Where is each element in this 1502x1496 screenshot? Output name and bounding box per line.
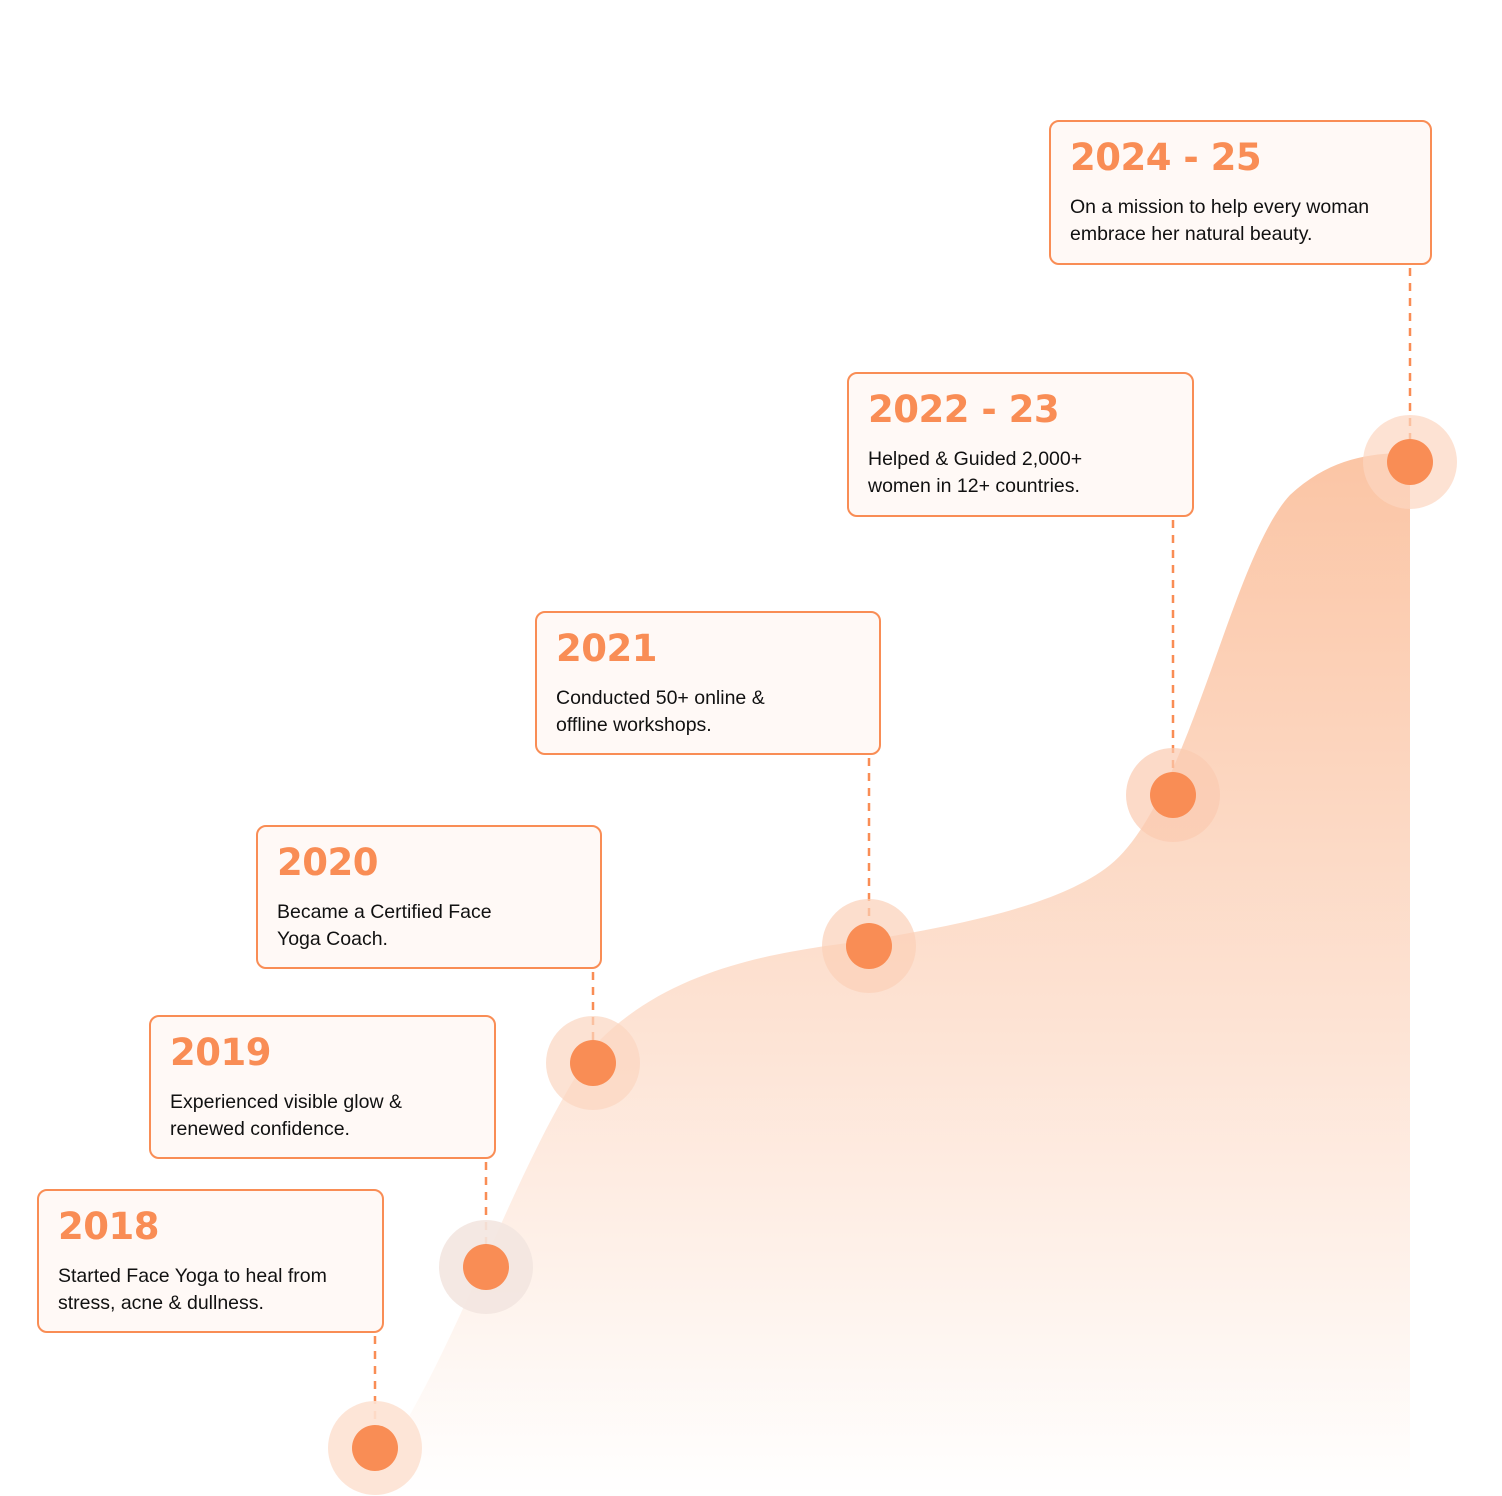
- milestone-text: Helped & Guided 2,000+ women in 12+ coun…: [868, 448, 1083, 497]
- dot-2022: [1150, 772, 1196, 818]
- milestone-text: Started Face Yoga to heal from stress, a…: [58, 1265, 327, 1314]
- milestone-text: Became a Certified Face Yoga Coach.: [277, 901, 492, 950]
- dot-2018: [352, 1425, 398, 1471]
- dot-2020: [570, 1040, 616, 1086]
- milestone-card-2022: 2022 - 23 Helped & Guided 2,000+ women i…: [847, 372, 1194, 517]
- milestone-year: 2024 - 25: [1070, 136, 1262, 179]
- milestone-year: 2022 - 23: [868, 388, 1060, 431]
- milestone-card-2021: 2021 Conducted 50+ online & offline work…: [535, 611, 881, 755]
- milestone-card-2019: 2019 Experienced visible glow & renewed …: [149, 1015, 496, 1159]
- milestone-year: 2019: [170, 1031, 271, 1074]
- milestone-text: Experienced visible glow & renewed confi…: [170, 1091, 402, 1140]
- milestone-text: Conducted 50+ online & offline workshops…: [556, 687, 765, 736]
- dot-2021: [846, 923, 892, 969]
- milestone-year: 2021: [556, 627, 657, 670]
- milestone-year: 2018: [58, 1205, 159, 1248]
- milestone-year: 2020: [277, 841, 378, 884]
- milestone-card-2020: 2020 Became a Certified Face Yoga Coach.: [256, 825, 602, 969]
- dot-2024: [1387, 439, 1433, 485]
- milestone-card-2024: 2024 - 25 On a mission to help every wom…: [1049, 120, 1432, 265]
- milestone-text: On a mission to help every woman embrace…: [1070, 196, 1370, 245]
- milestone-card-2018: 2018 Started Face Yoga to heal from stre…: [37, 1189, 384, 1333]
- dot-2019: [463, 1244, 509, 1290]
